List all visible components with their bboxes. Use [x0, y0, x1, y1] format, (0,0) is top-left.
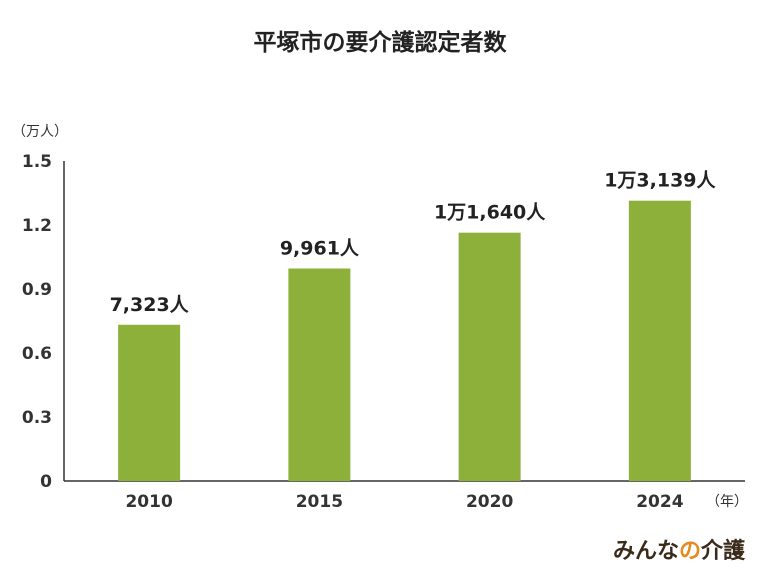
data-label: 7,323人: [110, 294, 190, 316]
x-tick-label: 2015: [296, 492, 343, 512]
bars: [118, 200, 691, 481]
x-tick-label: 2020: [466, 492, 513, 512]
y-tick-label: 1.2: [22, 216, 52, 236]
logo-text-main: みんな: [613, 539, 679, 564]
y-tick-label: 0.3: [22, 408, 52, 428]
bar: [628, 200, 691, 481]
x-tick-label: 2024: [636, 492, 683, 512]
logo-text-particle: の: [679, 539, 701, 564]
data-label: 1万3,139人: [604, 170, 716, 192]
logo-text-end: 介護: [700, 538, 746, 564]
x-tick-label: 2010: [125, 492, 172, 512]
data-label: 1万1,640人: [434, 202, 546, 224]
x-axis-unit: （年）: [706, 494, 748, 510]
y-axis-unit: （万人）: [12, 124, 68, 140]
bar: [458, 232, 521, 481]
y-tick-label: 0.6: [22, 344, 52, 364]
y-tick-labels: 0 0.3 0.6 0.9 1.2 1.5: [22, 152, 52, 492]
data-labels: 7,323人 9,961人 1万1,640人 1万3,139人: [110, 170, 717, 316]
brand-logo: みんなの介護: [613, 538, 746, 564]
data-label: 9,961人: [280, 237, 360, 259]
y-tick-label: 1.5: [22, 152, 52, 172]
chart-title: 平塚市の要介護認定者数: [254, 29, 508, 56]
y-tick-label: 0: [40, 472, 52, 492]
y-tick-label: 0.9: [22, 280, 52, 300]
x-tick-labels: 2010 2015 2020 2024: [125, 492, 683, 512]
bar: [288, 268, 351, 481]
bar: [118, 324, 181, 481]
